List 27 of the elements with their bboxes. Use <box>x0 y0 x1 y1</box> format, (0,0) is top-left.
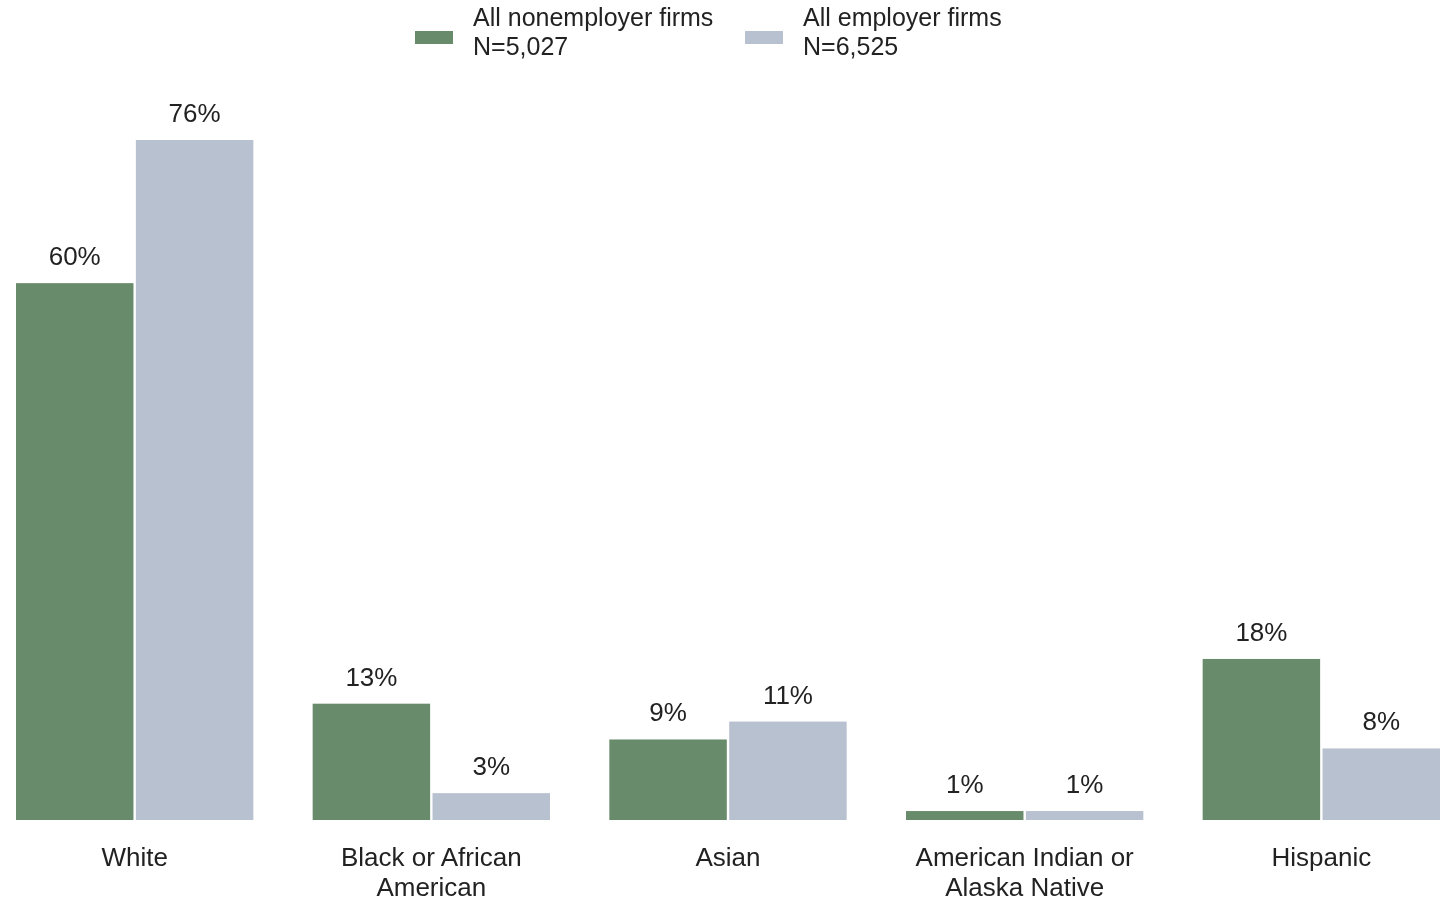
data-label: 3% <box>472 751 511 782</box>
legend-label: All employer firms N=6,525 <box>803 3 1002 60</box>
bar <box>432 793 550 820</box>
bar <box>906 811 1024 820</box>
bar <box>1202 658 1321 820</box>
data-label: 18% <box>1235 616 1288 647</box>
x-tick-label: White <box>101 842 168 872</box>
data-label: 1% <box>945 769 984 800</box>
bar <box>729 721 847 820</box>
data-label: 1% <box>1065 769 1104 800</box>
data-label: 13% <box>345 661 398 692</box>
bar <box>135 140 254 820</box>
bar <box>312 703 431 820</box>
data-label: 11% <box>762 679 813 710</box>
bar <box>1322 748 1440 820</box>
data-label: 9% <box>649 697 687 728</box>
x-tick-label: Hispanic <box>1271 842 1372 872</box>
data-label: 60% <box>48 241 101 272</box>
data-label: 76% <box>168 98 221 128</box>
x-tick-label: Asian <box>695 842 761 872</box>
bar <box>16 283 134 820</box>
data-label: 8% <box>1362 706 1401 737</box>
x-tick-label: Black or African American <box>341 842 522 902</box>
legend-label: All nonemployer firms N=5,027 <box>473 3 714 60</box>
bar <box>609 739 727 820</box>
bar <box>1025 811 1144 820</box>
x-tick-label: American Indian or Alaska Native <box>915 842 1135 902</box>
